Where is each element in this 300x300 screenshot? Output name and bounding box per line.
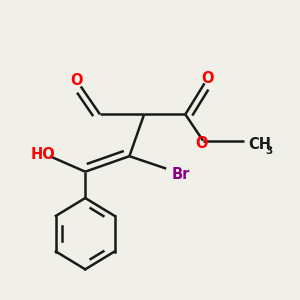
Text: Br: Br (171, 167, 190, 182)
Text: CH: CH (249, 137, 272, 152)
Text: O: O (71, 74, 83, 88)
Text: 3: 3 (266, 146, 273, 156)
Text: HO: HO (31, 146, 56, 161)
Text: O: O (195, 136, 208, 151)
Text: O: O (201, 71, 214, 86)
